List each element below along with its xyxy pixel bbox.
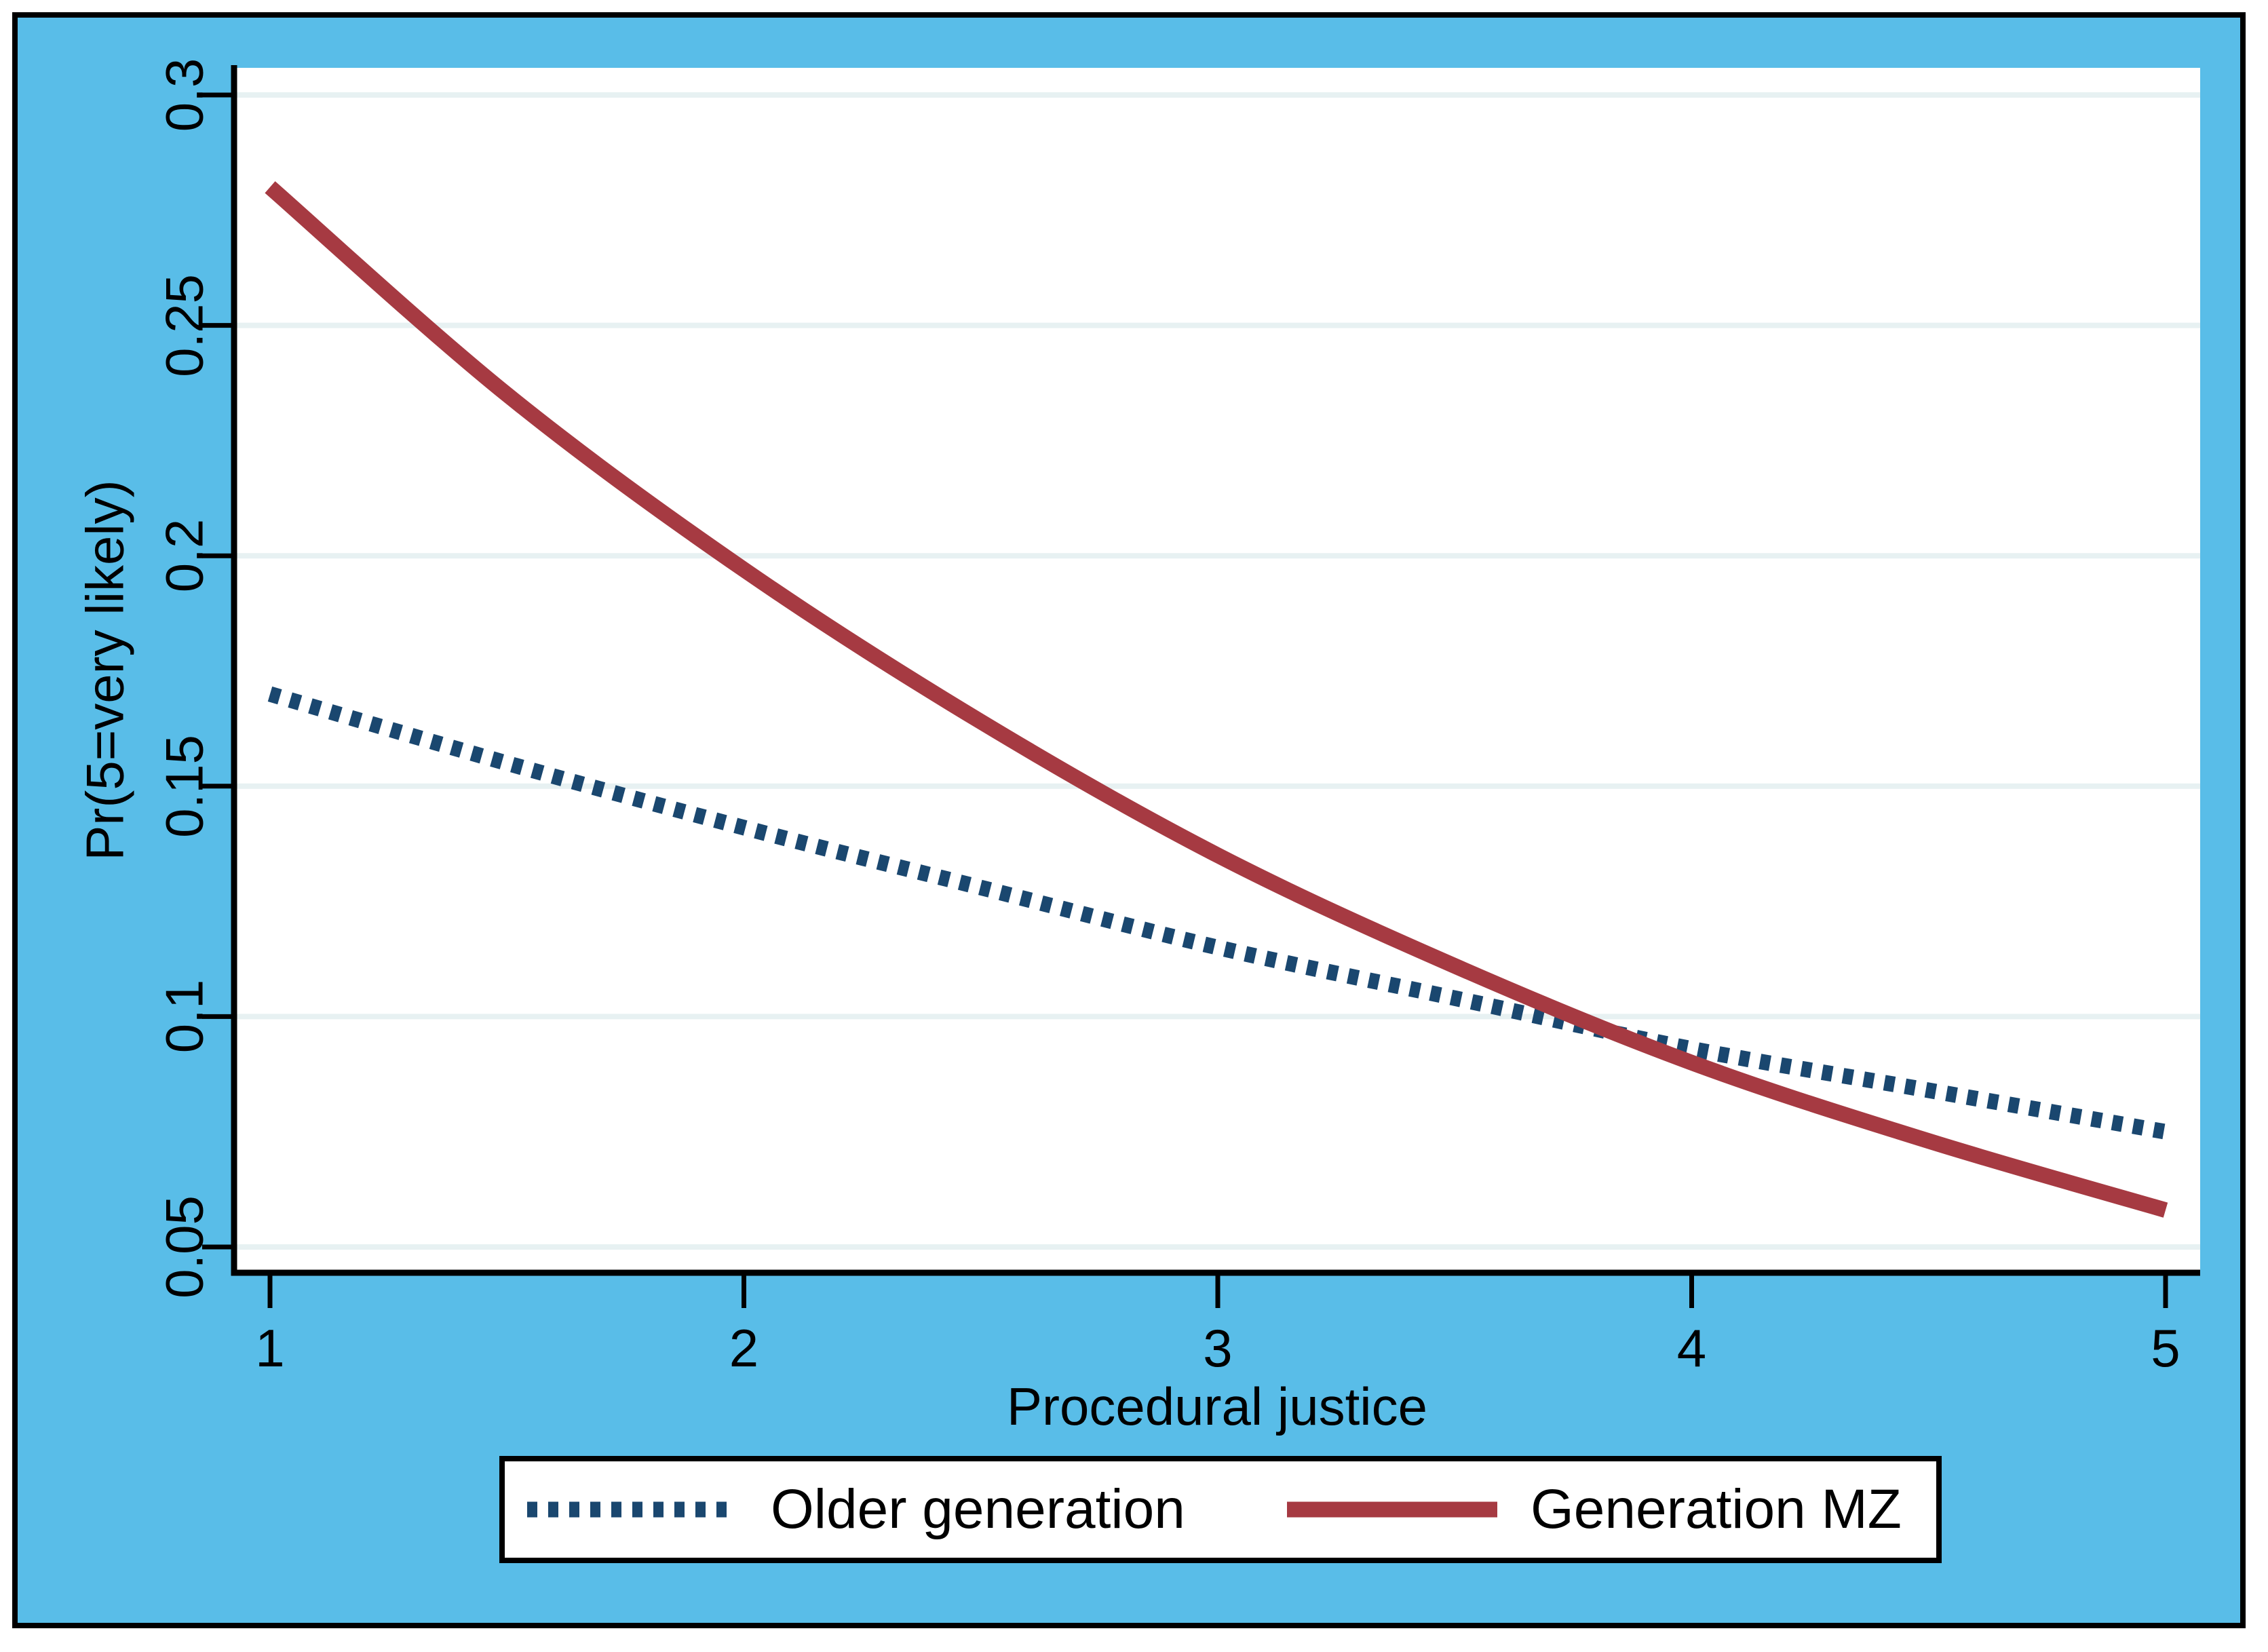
x-tick-label: 1 [255,1318,285,1378]
y-tick-label: 0.15 [154,734,214,838]
y-axis-title: Pr(5=very likely) [75,480,135,861]
plot-area [234,68,2200,1273]
series-line-older-generation [267,686,2167,1140]
x-tick-label: 5 [2151,1318,2180,1378]
x-tick-label: 4 [1676,1318,1707,1378]
older-generation-line-swatch [527,1501,737,1518]
chart-outer-frame [12,12,2246,1628]
legend-label-older-generation: Older generation [771,1478,1185,1540]
y-tick-label: 0.3 [154,58,214,132]
legend: Older generation Generation MZ [499,1456,1942,1563]
x-tick-label: 3 [1203,1318,1233,1378]
generation-mz-line-swatch [1287,1501,1497,1518]
x-tick-label: 2 [729,1318,759,1378]
legend-label-generation-mz: Generation MZ [1531,1478,1902,1540]
y-tick-label: 0.2 [154,518,214,593]
series-line-generation-mz [265,181,2168,1218]
y-tick-label: 0.25 [154,273,214,377]
y-tick-label: 0.1 [154,980,214,1054]
y-tick-label: 0.05 [154,1195,214,1299]
x-axis-title: Procedural justice [1007,1377,1427,1436]
